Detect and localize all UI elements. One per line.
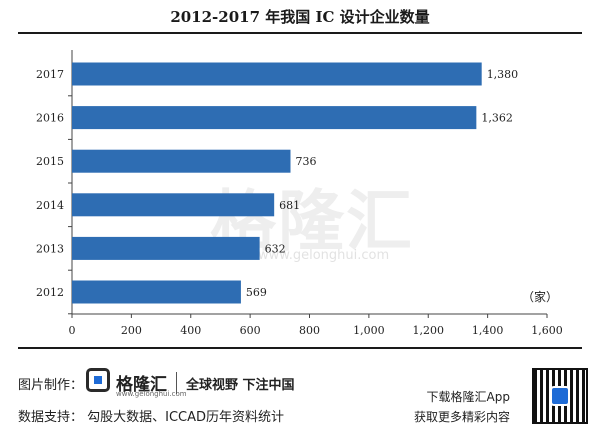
divider: [176, 372, 177, 394]
category-label: 2016: [36, 112, 64, 125]
category-label: 2014: [36, 199, 64, 212]
value-label: 569: [246, 286, 267, 299]
bar: [72, 106, 477, 130]
x-tick-label: 1,000: [353, 324, 385, 337]
brand-name: 格隆汇: [116, 375, 167, 395]
category-label: 2012: [36, 286, 64, 299]
download-app-subtext: 获取更多精彩内容: [413, 410, 510, 424]
brand-logo-icon: [86, 368, 110, 392]
download-app-text: 下载格隆汇App: [426, 390, 510, 404]
value-label: 736: [296, 155, 317, 168]
category-label: 2017: [36, 68, 64, 81]
category-label: 2013: [36, 242, 64, 255]
x-tick-label: 600: [240, 324, 261, 337]
brand-url: www.gelonghui.com: [116, 390, 187, 398]
value-label: 681: [279, 199, 300, 212]
bar: [72, 149, 291, 173]
unit-label: （家）: [522, 290, 559, 304]
x-tick-label: 400: [180, 324, 201, 337]
chart-title: 2012-2017 年我国 IC 设计企业数量: [170, 8, 430, 26]
slogan: 全球视野 下注中国: [186, 378, 295, 393]
data-source: 数据支持： 勾股大数据、ICCAD历年资料统计: [18, 410, 285, 425]
bar: [72, 62, 482, 86]
top-rule: [18, 32, 582, 34]
category-label: 2015: [36, 155, 64, 168]
x-tick-label: 1,400: [472, 324, 504, 337]
x-tick-label: 200: [121, 324, 142, 337]
value-label: 1,380: [487, 68, 519, 81]
watermark-url: www.gelonghui.com: [258, 248, 390, 263]
x-tick-label: 800: [299, 324, 320, 337]
value-label: 632: [265, 242, 286, 255]
bar: [72, 280, 241, 304]
bar: [72, 193, 275, 217]
bar: [72, 236, 260, 260]
bottom-rule: [18, 347, 582, 349]
x-tick-label: 1,600: [531, 324, 563, 337]
qr-logo-icon: [550, 386, 570, 406]
bar-chart: 0 200 400 600 800 1,000 1,200 1,400 1,600 2017 1,3…: [36, 50, 563, 337]
value-label: 1,362: [481, 112, 513, 125]
x-tick-label: 1,200: [413, 324, 445, 337]
footer: 图片制作： 格隆汇 www.gelonghui.com 全球视野 下注中国 数据…: [0, 352, 600, 432]
credit-label: 图片制作：: [18, 378, 84, 393]
x-tick-label: 0: [69, 324, 76, 337]
